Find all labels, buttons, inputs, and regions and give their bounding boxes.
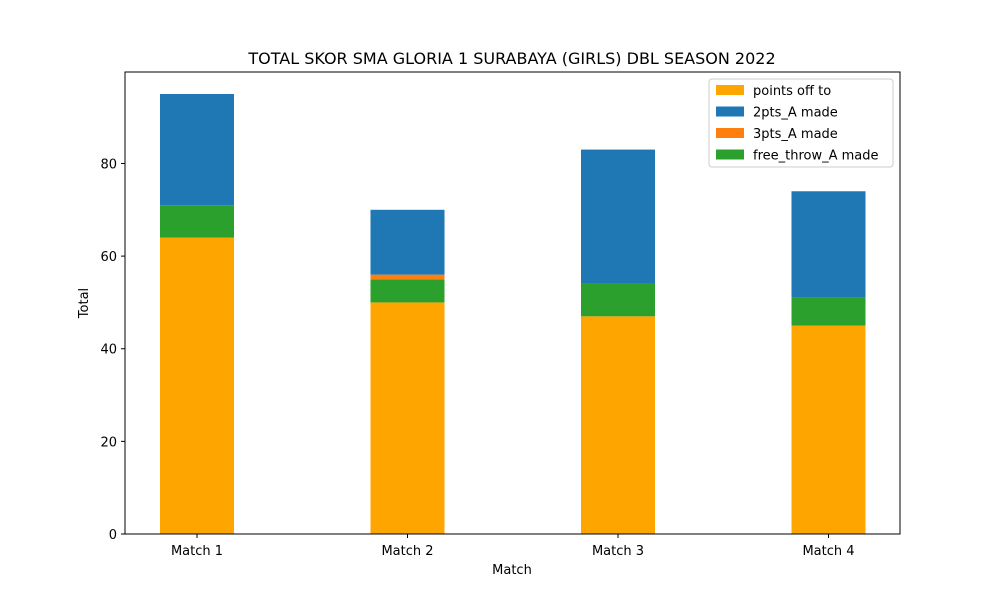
bars-group xyxy=(160,94,866,534)
x-tick-label: Match 2 xyxy=(381,544,433,559)
bar-segment xyxy=(581,316,655,534)
legend-box xyxy=(708,78,894,168)
legend-swatch xyxy=(716,149,744,160)
chart-title: TOTAL SKOR SMA GLORIA 1 SURABAYA (GIRLS)… xyxy=(247,49,775,68)
legend-label: free_throw_A made xyxy=(753,149,879,164)
bar-segment xyxy=(160,205,234,238)
legend-swatch xyxy=(716,85,744,95)
bar-segment xyxy=(791,297,866,326)
x-tick-label: Match 3 xyxy=(592,544,644,559)
y-axis: 0 20 40 60 80 xyxy=(100,157,125,543)
y-tick-label: 20 xyxy=(100,435,117,450)
x-tick-label: Match 4 xyxy=(802,544,854,559)
y-tick-label: 60 xyxy=(100,250,117,265)
legend: points off to 2pts_A made 3pts_A made free_… xyxy=(708,78,894,168)
bar-segment xyxy=(581,283,655,317)
x-tick-label: Match 1 xyxy=(171,544,223,559)
legend-swatch xyxy=(716,128,744,138)
bar-segment xyxy=(370,302,445,534)
legend-label: 3pts_A made xyxy=(753,127,838,142)
y-tick-label: 80 xyxy=(100,157,117,172)
y-axis-label: Total xyxy=(77,288,92,319)
bar-segment xyxy=(160,94,234,206)
legend-label: 2pts_A made xyxy=(753,106,838,121)
plot-frame xyxy=(124,71,901,535)
x-axis: Match 1 Match 2 Match 3 Match 4 xyxy=(171,534,855,559)
x-axis-label: Match xyxy=(492,563,532,578)
bar-segment xyxy=(370,209,445,275)
bar-segment xyxy=(370,274,445,280)
bar-segment xyxy=(791,191,866,298)
y-tick-label: 0 xyxy=(109,528,117,543)
y-tick-label: 40 xyxy=(100,343,117,358)
bar-segment xyxy=(160,237,234,534)
bar-segment xyxy=(581,149,655,284)
legend-swatch xyxy=(716,106,744,117)
legend-label: points off to xyxy=(753,84,831,99)
bar-segment xyxy=(791,325,866,534)
bar-segment xyxy=(370,279,445,303)
